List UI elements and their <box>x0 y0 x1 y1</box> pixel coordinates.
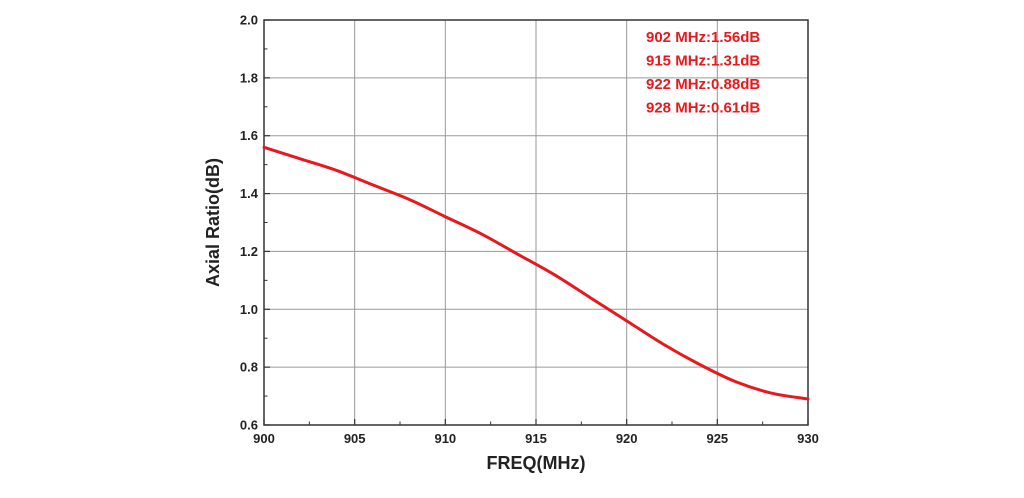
y-tick-label: 1.6 <box>240 128 258 143</box>
annotation-label: 928 MHz:0.61dB <box>646 100 760 117</box>
annotation-label: 915 MHz:1.31dB <box>646 53 760 70</box>
annotation-label: 902 MHz:1.56dB <box>646 29 760 46</box>
y-tick-label: 2.0 <box>240 13 258 28</box>
axis-ticks <box>263 19 809 426</box>
x-axis-title: FREQ(MHz) <box>487 453 586 473</box>
y-tick-label: 1.0 <box>240 302 258 317</box>
y-axis-title: Axial Ratio(dB) <box>203 158 223 287</box>
y-tick-label: 0.6 <box>240 418 258 433</box>
y-tick-label: 1.2 <box>240 244 258 259</box>
y-tick-label: 1.8 <box>240 70 258 85</box>
annotation-label: 922 MHz:0.88dB <box>646 76 760 93</box>
x-tick-label: 910 <box>434 431 456 446</box>
x-tick-label: 930 <box>797 431 819 446</box>
x-tick-label: 905 <box>344 431 366 446</box>
x-tick-labels: 900 905 910 915 920 925 930 <box>253 431 819 446</box>
axial-ratio-curve <box>262 145 810 401</box>
annotation-box: 902 MHz:1.56dB 915 MHz:1.31dB 922 MHz:0.88… <box>646 29 760 117</box>
x-tick-label: 920 <box>616 431 638 446</box>
x-tick-label: 925 <box>706 431 728 446</box>
x-tick-label: 900 <box>253 431 275 446</box>
y-tick-label: 1.4 <box>240 186 259 201</box>
y-tick-labels: 0.6 0.8 1.0 1.2 1.4 1.6 1.8 2.0 <box>240 13 259 433</box>
y-tick-label: 0.8 <box>240 360 258 375</box>
grid-lines <box>264 20 808 425</box>
x-tick-label: 915 <box>525 431 547 446</box>
series-group <box>262 145 810 401</box>
